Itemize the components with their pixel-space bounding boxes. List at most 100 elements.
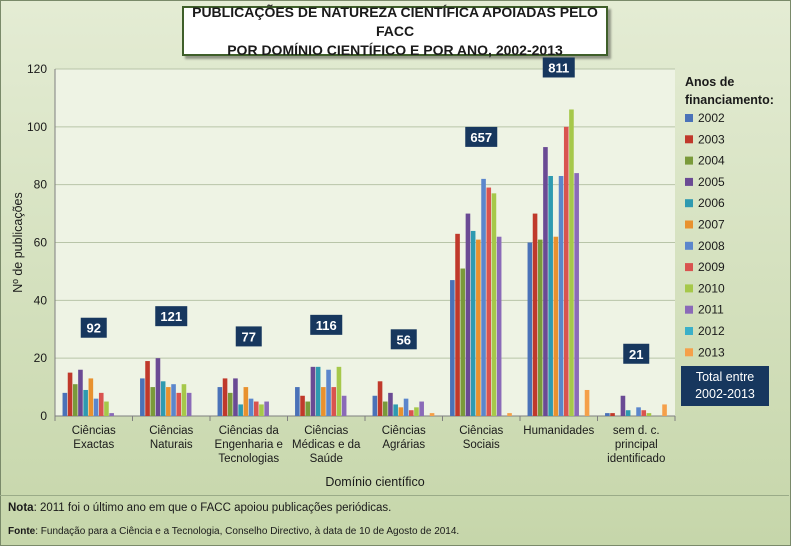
x-tick-label-2-1: Engenharia e — [215, 439, 283, 451]
chart-title: PUBLICAÇÕES DE NATUREZA CIENTÍFICA APOIA… — [182, 4, 608, 58]
footnote-label: Nota — [8, 502, 34, 514]
bar-2-2008 — [248, 398, 254, 416]
legend-swatch-2012 — [685, 327, 693, 335]
total-box-4 — [390, 329, 417, 350]
total-label-3: 116 — [316, 318, 337, 333]
x-tick-label-5-1: Sociais — [463, 439, 500, 451]
bar-6-2004 — [537, 239, 543, 416]
bar-6-2005 — [543, 147, 548, 416]
x-tick-label-7-1: principal — [615, 439, 658, 451]
bar-2-2011 — [264, 401, 269, 416]
bar-4-2013 — [429, 413, 435, 416]
total-label-2: 77 — [242, 329, 256, 344]
bar-2-2009 — [253, 401, 259, 416]
bar-0-2007 — [88, 378, 94, 416]
bar-0-2005 — [78, 369, 83, 416]
bar-0-2011 — [109, 413, 114, 416]
bar-4-2004 — [382, 401, 388, 416]
bar-2-2007 — [243, 387, 249, 416]
x-tick-label-3-1: Médicas e da — [292, 439, 361, 451]
bar-0-2004 — [72, 384, 78, 416]
footer-divider — [0, 495, 789, 496]
bar-4-2010 — [414, 407, 419, 416]
bar-4-2003 — [377, 381, 383, 416]
bar-6-2009 — [563, 126, 569, 416]
total-label-7: 21 — [629, 347, 643, 362]
bar-5-2004 — [460, 268, 466, 416]
total-label-5: 657 — [470, 130, 492, 145]
bar-1-2002 — [140, 378, 145, 416]
bar-1-2005 — [155, 358, 161, 416]
bar-3-2008 — [326, 369, 331, 416]
bar-5-2008 — [481, 178, 486, 416]
x-tick-label-4-1: Agrárias — [382, 439, 425, 451]
x-tick-label-6-0: Humanidades — [523, 425, 594, 437]
x-tick-label-1-1: Naturais — [150, 439, 193, 451]
total-box-1 — [155, 306, 188, 327]
total-label-6: 811 — [548, 60, 569, 75]
total-box-5 — [465, 126, 498, 147]
bar-6-2007 — [553, 236, 559, 416]
legend-label-2002: 2002 — [698, 111, 725, 125]
bar-7-2010 — [646, 413, 652, 416]
bar-1-2004 — [150, 387, 156, 416]
bar-2-2006 — [238, 404, 243, 416]
bar-7-2009 — [641, 410, 647, 416]
x-tick-label-2-2: Tecnologias — [218, 453, 279, 465]
bar-0-2002 — [62, 392, 68, 416]
legend-swatch-2003 — [685, 135, 693, 144]
bar-0-2009 — [98, 392, 104, 416]
bar-3-2009 — [331, 387, 337, 416]
total-label-4: 56 — [397, 332, 411, 347]
bar-2-2004 — [227, 392, 233, 416]
bar-6-2002 — [527, 242, 533, 416]
bar-7-2006 — [625, 410, 631, 416]
bar-5-2013 — [507, 413, 512, 416]
bar-5-2009 — [486, 187, 492, 416]
total-box-7 — [623, 343, 650, 364]
bar-3-2010 — [336, 366, 342, 416]
x-tick-label-7-0: sem d. c. — [613, 425, 660, 437]
legend-label-2009: 2009 — [698, 260, 725, 274]
bar-7-2002 — [605, 413, 610, 416]
bar-2-2010 — [259, 404, 264, 416]
bar-6-2008 — [558, 175, 564, 416]
total-box-0 — [80, 317, 107, 338]
footnote: Nota: 2011 foi o último ano em que o FAC… — [8, 502, 391, 514]
bar-7-2003 — [610, 413, 615, 416]
bar-4-2006 — [393, 404, 398, 416]
x-tick-label-2-0: Ciências da — [219, 425, 280, 437]
bar-3-2006 — [315, 366, 321, 416]
bar-2-2002 — [217, 387, 223, 416]
bar-0-2008 — [93, 398, 99, 416]
bar-3-2004 — [305, 401, 311, 416]
bar-1-2003 — [145, 361, 150, 416]
legend-label-2012: 2012 — [698, 324, 725, 338]
y-tick-label-120: 120 — [27, 62, 47, 76]
bar-2-2005 — [233, 378, 238, 416]
bar-5-2005 — [465, 213, 471, 416]
total-label-1: 121 — [160, 309, 182, 324]
legend-label-2005: 2005 — [698, 175, 725, 189]
legend-swatch-2002 — [685, 114, 693, 122]
bar-3-2007 — [321, 387, 326, 416]
legend-label-2003: 2003 — [698, 132, 725, 146]
bar-5-2010 — [491, 193, 497, 416]
legend-swatch-2013 — [685, 348, 693, 357]
x-tick-label-0-1: Exactas — [73, 439, 114, 451]
source-note: Fonte: Fundação para a Ciência e a Tecno… — [8, 526, 459, 537]
x-tick-label-4-0: Ciências — [382, 425, 426, 437]
y-tick-label-0: 0 — [40, 409, 47, 423]
bar-4-2005 — [388, 392, 393, 416]
bar-7-2005 — [620, 395, 626, 416]
chart-title-line-2: POR DOMÍNIO CIENTÍFICO E POR ANO, 2002-2… — [227, 41, 563, 58]
bar-1-2011 — [186, 392, 192, 416]
bar-6-2011 — [574, 173, 579, 416]
legend-label-2013: 2013 — [698, 345, 725, 359]
legend-swatch-2007 — [685, 220, 693, 229]
bar-0-2006 — [83, 389, 88, 416]
legend-label-2011: 2011 — [698, 303, 724, 317]
legend-swatch-2011 — [685, 305, 693, 314]
y-axis-label: Nº de publicações — [11, 192, 25, 292]
